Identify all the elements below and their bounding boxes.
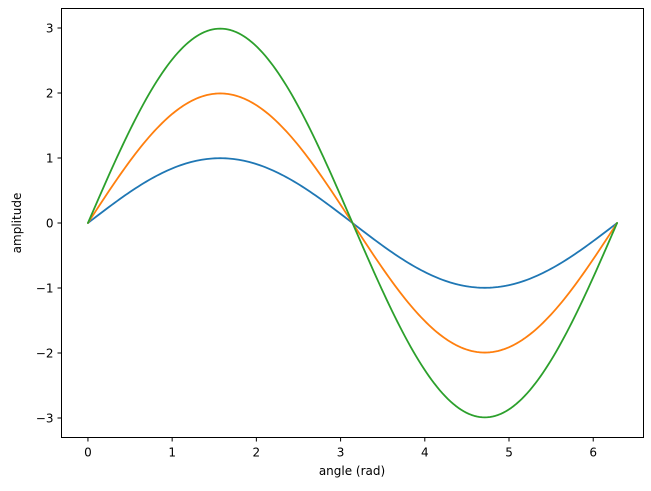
series-line-3	[87, 27, 618, 419]
x-tick-label: 5	[505, 446, 513, 460]
x-axis: 0 1 2 3 4 5 6	[84, 437, 597, 460]
x-tick-label: 6	[589, 446, 597, 460]
x-tick-label: 2	[253, 446, 261, 460]
y-tick-label: 0	[46, 217, 54, 231]
y-tick-label: 1	[46, 152, 54, 166]
y-tick-label: 3	[46, 22, 54, 36]
y-axis-label: amplitude	[10, 193, 24, 254]
x-tick-label: 1	[168, 446, 176, 460]
x-axis-label: angle (rad)	[319, 464, 385, 478]
x-tick-label: 0	[84, 446, 92, 460]
y-axis: −3 −2 −1 0 1 2 3	[36, 22, 62, 426]
series-layer	[87, 27, 618, 419]
x-tick-label: 3	[337, 446, 345, 460]
x-tick-label: 4	[421, 446, 429, 460]
y-tick-label: −2	[36, 347, 54, 361]
y-tick-label: 2	[46, 87, 54, 101]
y-tick-label: −1	[36, 282, 54, 296]
y-tick-label: −3	[36, 412, 54, 426]
